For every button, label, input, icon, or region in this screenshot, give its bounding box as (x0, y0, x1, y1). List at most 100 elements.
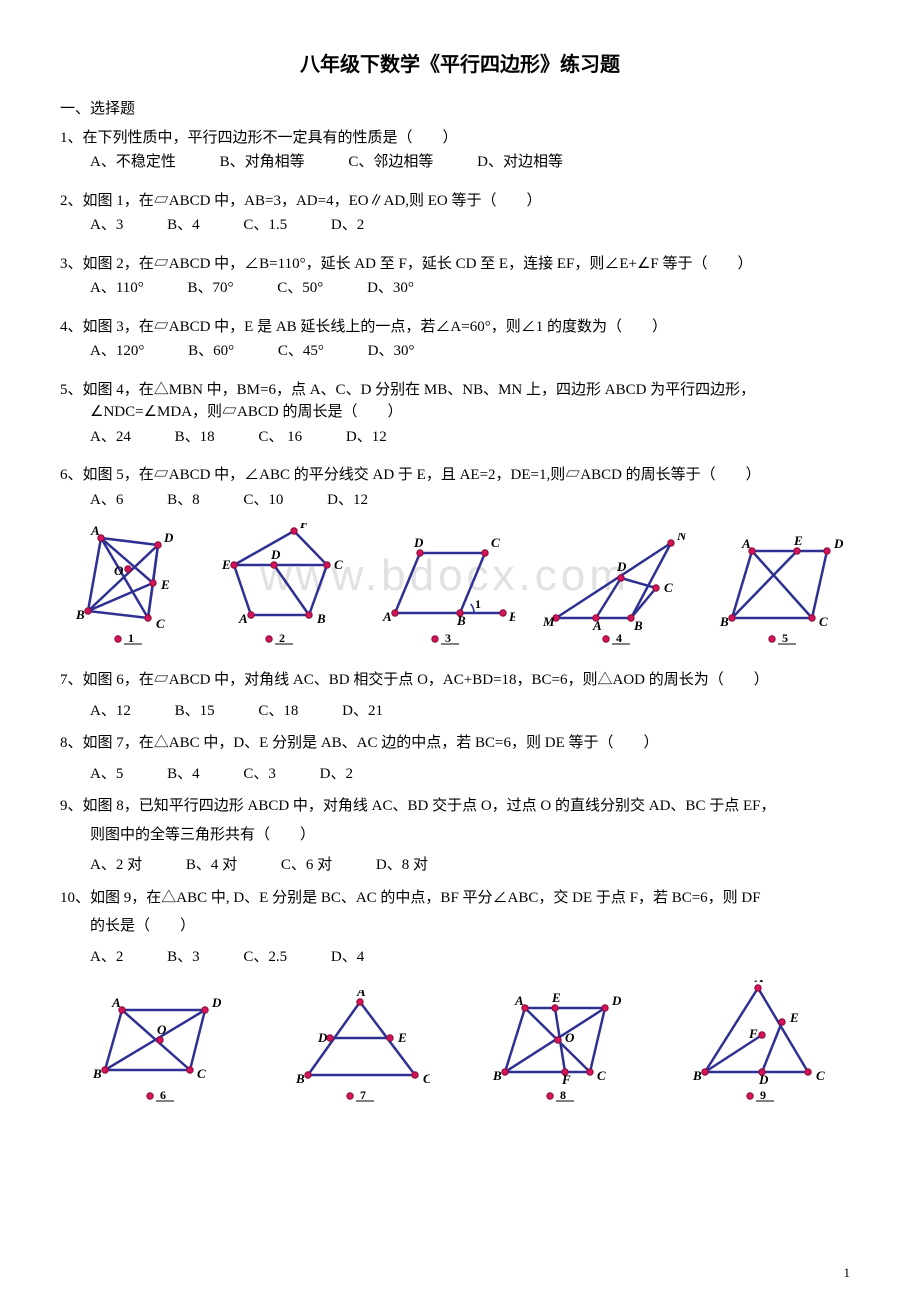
q1-opt-a: A、不稳定性 (90, 154, 176, 170)
q3-options: A、110° B、70° C、50° D、30° (60, 277, 860, 300)
q1-options: A、不稳定性 B、对角相等 C、邻边相等 D、对边相等 (60, 151, 860, 174)
svg-text:7: 7 (360, 1088, 366, 1102)
svg-text:D: D (270, 547, 281, 562)
q9-opt-c: C、6 对 (281, 857, 332, 873)
section-header: 一、选择题 (60, 98, 860, 121)
figure-row-1: www.bdocx.com ADOEBC1FEDCAB21DCABE3NDCMA… (60, 523, 860, 651)
svg-text:D: D (163, 530, 174, 545)
svg-text:3: 3 (445, 631, 451, 645)
svg-text:C: C (491, 535, 500, 550)
q6-options: A、6 B、8 C、10 D、12 (60, 489, 860, 512)
svg-text:B: B (316, 611, 326, 626)
page-title: 八年级下数学《平行四边形》练习题 (60, 50, 860, 80)
q5-options: A、24 B、18 C、 16 D、12 (60, 426, 860, 449)
svg-text:B: B (75, 607, 85, 622)
q2-opt-c: C、1.5 (243, 217, 287, 233)
q8-opt-c: C、3 (243, 766, 276, 782)
svg-text:A: A (382, 609, 392, 624)
question-8: 8、如图 7，在△ABC 中，D、E 分别是 AB、AC 边的中点，若 BC=6… (60, 732, 860, 785)
svg-text:E: E (793, 533, 803, 548)
q4-text: 4、如图 3，在▱ABCD 中，E 是 AB 延长线上的一点，若∠A=60°，则… (60, 316, 860, 339)
question-9: 9、如图 8，已知平行四边形 ABCD 中，对角线 AC、BD 交于点 O，过点… (60, 795, 860, 877)
question-6: 6、如图 5，在▱ABCD 中，∠ABC 的平分线交 AD 于 E，且 AE=2… (60, 464, 860, 511)
q7-opt-c: C、18 (258, 703, 298, 719)
q9-opt-a: A、2 对 (90, 857, 142, 873)
svg-text:D: D (211, 995, 222, 1010)
q3-opt-a: A、110° (90, 280, 144, 296)
q7-opt-b: B、15 (175, 703, 215, 719)
svg-text:B: B (492, 1068, 502, 1083)
page-number: 1 (844, 1263, 851, 1283)
q5-text: 5、如图 4，在△MBN 中，BM=6，点 A、C、D 分别在 MB、NB、MN… (60, 379, 860, 402)
svg-text:D: D (833, 536, 844, 551)
q6-opt-a: A、6 (90, 492, 123, 508)
q1-text: 1、在下列性质中，平行四边形不一定具有的性质是（ ） (60, 127, 860, 150)
q4-options: A、120° B、60° C、45° D、30° (60, 340, 860, 363)
svg-text:E: E (160, 577, 170, 592)
figure-8: AEDOBFC8 (490, 990, 630, 1108)
q2-opt-b: B、4 (167, 217, 200, 233)
q3-opt-b: B、70° (188, 280, 234, 296)
question-4: 4、如图 3，在▱ABCD 中，E 是 AB 延长线上的一点，若∠A=60°，则… (60, 316, 860, 363)
svg-text:E: E (397, 1030, 407, 1045)
svg-text:F: F (748, 1026, 758, 1041)
svg-text:A: A (111, 995, 121, 1010)
svg-text:A: A (514, 993, 524, 1008)
question-1: 1、在下列性质中，平行四边形不一定具有的性质是（ ） A、不稳定性 B、对角相等… (60, 127, 860, 174)
q5-opt-a: A、24 (90, 429, 131, 445)
q5-opt-b: B、18 (175, 429, 215, 445)
figure-3: 1DCABE3 (375, 533, 515, 651)
svg-text:9: 9 (760, 1088, 766, 1102)
q6-opt-d: D、12 (327, 492, 368, 508)
q3-opt-d: D、30° (367, 280, 414, 296)
q7-options: A、12 B、15 C、18 D、21 (60, 700, 860, 723)
svg-text:C: C (334, 557, 343, 572)
q8-opt-d: D、2 (320, 766, 353, 782)
figure-7: ADEBC7 (290, 990, 430, 1108)
svg-text:A: A (238, 611, 248, 626)
svg-text:B: B (719, 614, 729, 629)
q9-sub: 则图中的全等三角形共有（ ） (60, 824, 860, 847)
q4-opt-d: D、30° (368, 343, 415, 359)
figure-9: A E F B D C 9 (690, 980, 830, 1108)
svg-text:E: E (508, 609, 515, 624)
svg-text:D: D (413, 535, 424, 550)
svg-text:B: B (692, 1068, 702, 1083)
q2-opt-a: A、3 (90, 217, 123, 233)
svg-text:O: O (565, 1030, 575, 1045)
svg-text:D: D (758, 1072, 769, 1087)
svg-text:E: E (221, 557, 231, 572)
svg-text:C: C (819, 614, 828, 629)
svg-text:E: E (551, 990, 561, 1005)
question-2: 2、如图 1，在▱ABCD 中，AB=3，AD=4，EO∥AD,则 EO 等于（… (60, 190, 860, 237)
svg-text:F: F (561, 1072, 571, 1087)
svg-text:B: B (295, 1071, 305, 1086)
figure-4: NDCMAB4 (541, 533, 691, 651)
q9-opt-d: D、8 对 (376, 857, 428, 873)
svg-text:A: A (754, 980, 764, 985)
svg-text:C: C (816, 1068, 825, 1083)
svg-text:E: E (789, 1010, 799, 1025)
q10-text: 10、如图 9，在△ABC 中, D、E 分别是 BC、AC 的中点，BF 平分… (60, 887, 860, 910)
svg-text:C: C (197, 1066, 206, 1081)
q10-options: A、2 B、3 C、2.5 D、4 (60, 946, 860, 969)
svg-text:C: C (664, 580, 673, 595)
svg-text:B: B (456, 613, 466, 628)
q10-opt-d: D、4 (331, 949, 364, 965)
q5-sub: ∠NDC=∠MDA，则▱ABCD 的周长是（ ） (60, 401, 860, 424)
q2-options: A、3 B、4 C、1.5 D、2 (60, 214, 860, 237)
svg-text:A: A (356, 990, 366, 999)
svg-text:C: C (423, 1071, 430, 1086)
figure-1: ADOEBC1 (73, 523, 183, 651)
svg-text:C: C (156, 616, 165, 631)
q4-opt-b: B、60° (188, 343, 234, 359)
svg-text:M: M (542, 614, 555, 629)
q9-options: A、2 对 B、4 对 C、6 对 D、8 对 (60, 854, 860, 877)
q7-opt-a: A、12 (90, 703, 131, 719)
q4-opt-a: A、120° (90, 343, 144, 359)
q6-text: 6、如图 5，在▱ABCD 中，∠ABC 的平分线交 AD 于 E，且 AE=2… (60, 464, 860, 487)
q8-opt-a: A、5 (90, 766, 123, 782)
svg-text:A: A (90, 523, 100, 538)
q10-sub: 的长是（ ） (60, 915, 860, 938)
q6-opt-b: B、8 (167, 492, 200, 508)
